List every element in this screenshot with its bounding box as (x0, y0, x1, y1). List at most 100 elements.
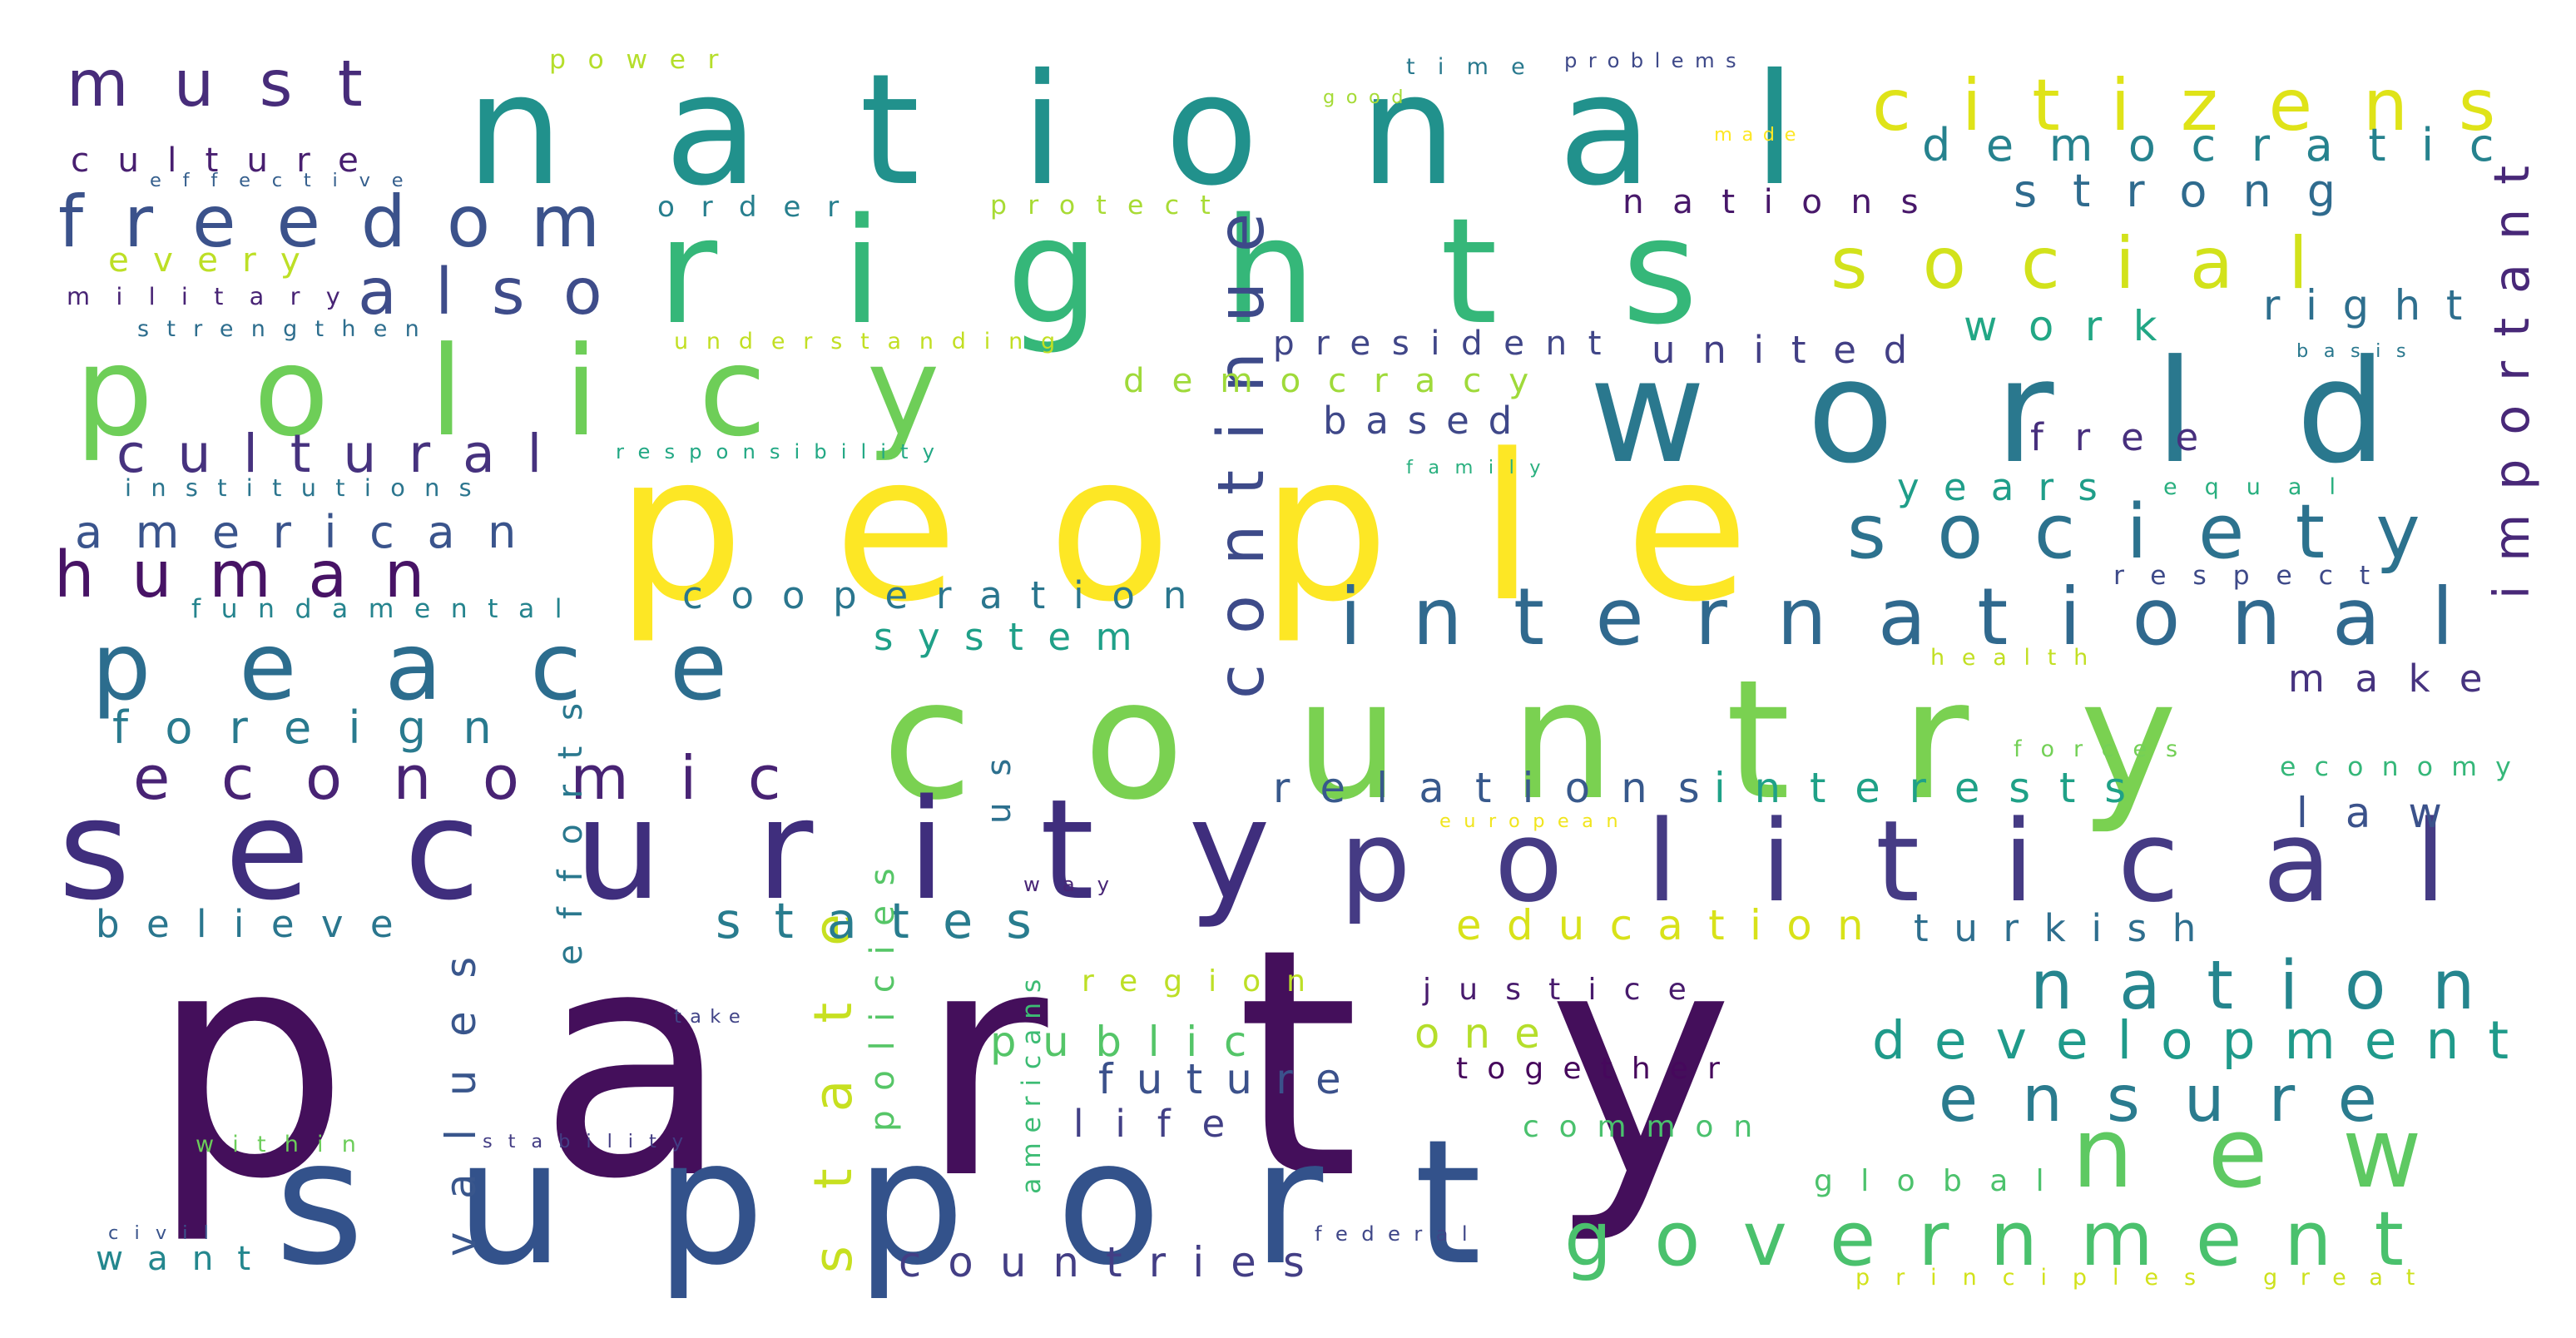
word-countries: countries (899, 1237, 1331, 1286)
word-military: military (67, 281, 366, 310)
word-protect: protect (990, 190, 1231, 221)
word-development: development (1872, 1009, 2538, 1071)
word-based: based (1323, 398, 1531, 443)
word-interests: interests (1714, 763, 2155, 812)
word-united: united (1652, 327, 1934, 372)
word-support: support (275, 1102, 1573, 1303)
word-take: take (674, 1006, 749, 1028)
word-states: states (716, 893, 1065, 950)
word-rights: rights (657, 186, 1822, 357)
word-ensure: ensure (1939, 1063, 2421, 1137)
word-cooperation: cooperation (682, 572, 1215, 617)
word-equal: equal (2163, 473, 2363, 500)
word-freedom: freedom (58, 181, 641, 264)
word-order: order (657, 190, 865, 224)
word-make: make (2288, 656, 2513, 701)
word-good: good (1323, 87, 1414, 109)
word-institutions: institutions (125, 473, 491, 502)
word-within: within (196, 1131, 374, 1157)
word-country: country (882, 644, 2288, 836)
word-efforts: efforts (550, 677, 590, 965)
word-respect: respect (2113, 560, 2396, 591)
word-public: public (990, 1017, 1273, 1066)
word-life: life (1073, 1101, 1256, 1146)
word-family: family (1406, 457, 1556, 479)
word-together: together (1456, 1052, 1739, 1086)
word-principles: principles (1855, 1264, 2222, 1291)
word-education: education (1456, 900, 1889, 949)
word-party: party (150, 882, 1922, 1248)
word-civil: civil (108, 1222, 225, 1245)
word-region: region (1082, 964, 1331, 999)
word-free: free (2030, 414, 2230, 459)
word-cultural: cultural (116, 423, 574, 484)
word-power: power (549, 44, 741, 75)
word-every: every (108, 240, 324, 280)
word-us: us (978, 732, 1018, 824)
word-work: work (1964, 301, 2188, 350)
word-world: world (1589, 329, 2488, 495)
word-political: political (1340, 795, 2529, 927)
word-policies: policies (862, 849, 902, 1132)
word-foreign: foreign (112, 701, 528, 754)
word-strengthen: strengthen (137, 315, 437, 342)
word-social: social (1830, 222, 2363, 305)
word-democratic: democratic (1922, 119, 2529, 171)
word-way: way (1023, 872, 1132, 897)
word-believe: believe (96, 901, 420, 946)
word-common: common (1523, 1110, 1772, 1144)
word-turkish: turkish (1914, 905, 2222, 950)
word-peace: peace (92, 612, 815, 722)
word-one: one (1414, 1008, 1564, 1058)
word-new: new (2072, 1095, 2496, 1210)
word-fundamental: fundamental (191, 593, 582, 624)
word-must: must (67, 47, 408, 122)
word-important: important (2484, 141, 2540, 599)
word-strong: strong (2014, 165, 2371, 217)
word-national: national (466, 41, 1897, 221)
word-problems: problems (1564, 48, 1747, 73)
word-values: values (437, 924, 485, 1256)
word-culture: culture (71, 140, 387, 181)
word-citizens: citizens (1872, 64, 2546, 147)
word-international: international (1340, 572, 2504, 664)
word-justice: justice (1423, 973, 1714, 1007)
word-security: security (58, 770, 1365, 932)
word-european: european (1439, 810, 1631, 833)
word-system: system (874, 614, 1157, 659)
word-great: great (2263, 1264, 2438, 1291)
word-people: people (616, 410, 1839, 647)
word-economy: economy (2280, 751, 2529, 782)
word-basis: basis (2296, 340, 2421, 363)
word-policy: policy (75, 320, 1040, 465)
word-forces: forces (2014, 736, 2197, 762)
word-time: time (1406, 53, 1548, 80)
word-society: society (1847, 488, 2471, 576)
word-future: future (1098, 1054, 1365, 1103)
word-years: years (1897, 464, 2122, 509)
word-nation: nation (2030, 946, 2521, 1025)
word-right: right (2263, 280, 2488, 330)
word-relations: relations (1273, 763, 1731, 812)
word-effective: effective (150, 170, 425, 192)
word-government: government (1564, 1196, 2446, 1283)
word-economic: economic (133, 743, 832, 813)
word-nations: nations (1622, 181, 1947, 222)
word-law: law (2296, 788, 2479, 837)
word-democracy: democracy (1123, 360, 1556, 401)
word-want: want (96, 1238, 275, 1279)
word-human: human (54, 538, 462, 613)
word-health: health (1930, 644, 2105, 671)
word-stability: stability (483, 1131, 699, 1153)
word-continue: continue (1205, 183, 1279, 699)
word-federal: federal (1315, 1222, 1481, 1246)
word-american: american (75, 506, 549, 558)
word-made: made (1714, 124, 1806, 146)
word-responsibility: responsibility (616, 439, 949, 464)
word-understanding: understanding (674, 328, 1073, 354)
word-president: president (1273, 323, 1622, 364)
word-global: global (1814, 1164, 2072, 1198)
word-americans: americans (1017, 969, 1047, 1194)
word-also: also (358, 255, 641, 330)
